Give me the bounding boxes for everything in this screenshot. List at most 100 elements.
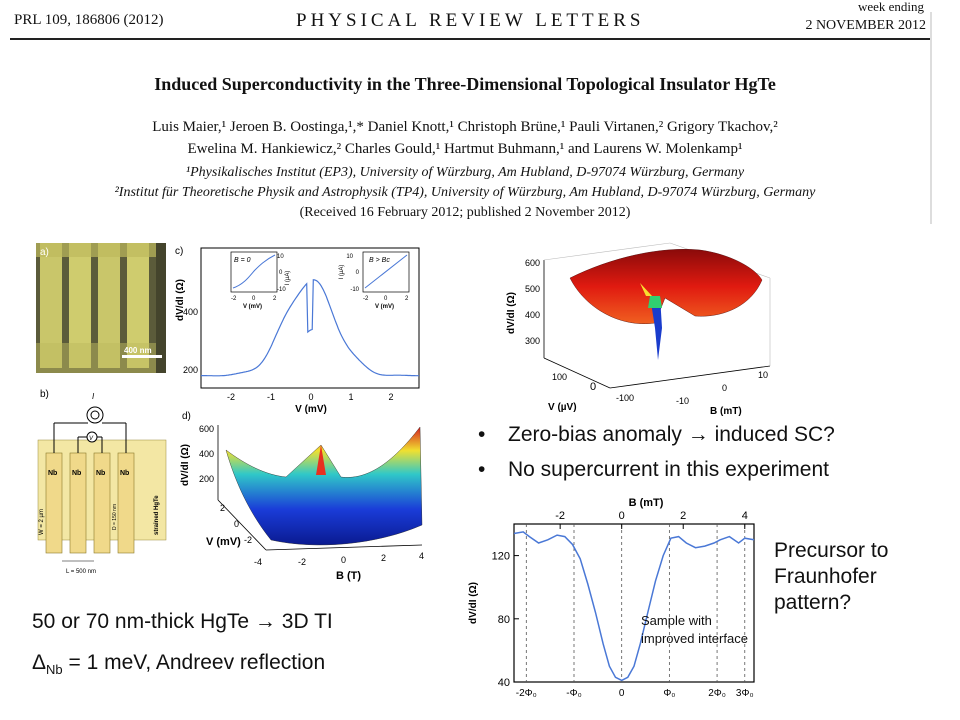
inset-right-ylabel: I (µA) [339,265,345,280]
low-field-surface-shape [569,249,763,324]
inset-right-xlabel: V (mV) [375,304,394,310]
panel-label-c: c) [175,246,183,257]
y-tick-label: 80 [498,614,510,626]
fig-c-xtick-0: 0 [308,392,313,402]
low-field-blabel: B (mT) [710,406,742,417]
low-field-vtick-100: 100 [552,372,567,382]
low-field-vlabel: V (µV) [548,402,577,413]
chart-ylabel: dV/dI (Ω) [468,582,479,624]
fig-d-vtick-m4: -4 [254,557,262,567]
low-field-surface: dV/dI (Ω) 600 500 400 300 100 0 -100 V (… [506,242,771,417]
gap-note: ΔNb = 1 meV, Andreev reflection [32,651,325,677]
authors-line-2: Ewelina M. Hankiewicz,² Charles Gould,¹ … [187,141,743,157]
low-field-btick-0: 0 [722,383,727,393]
fig-d-btick-0: 0 [341,555,346,565]
panel-label-a: a) [40,247,49,258]
inset-left-ylabel: I (µA) [285,271,291,286]
low-field-ztick-500: 500 [525,284,540,294]
inset-right-ytick-mid: 0 [356,270,360,276]
gap-subscript: Nb [46,662,63,678]
bottom-tick-label: 3Φ₀ [736,688,754,699]
nb-contact-2: Nb [72,470,81,477]
fig-c-xtick-1: 1 [348,392,353,402]
fig-d-surface-shape [225,426,423,546]
inset-left-curve [232,254,276,289]
sample-note: Sample with improved interface [641,613,748,646]
authors-line-1: Luis Maier,¹ Jeroen B. Oostinga,¹,* Dani… [152,119,778,135]
fig-c-plot: c) dV/dI (Ω) 200 400 -2 -1 0 1 2 V (mV) … [175,246,420,415]
journal-reference: PRL 109, 186806 (2012) [14,12,164,28]
fig-c-curve [201,279,419,377]
panel-label-d: d) [182,411,191,422]
low-field-ztick-400: 400 [525,310,540,320]
low-field-zlabel: dV/dI (Ω) [506,292,517,334]
bullet-zero-bias-text: Zero-bias anomaly → induced SC? [508,423,835,446]
bottom-tick-label: Φ₀ [663,688,675,699]
gap-symbol: Δ [32,651,47,674]
journal-name: PHYSICAL REVIEW LETTERS [296,10,645,31]
y-tick-label: 120 [492,551,510,563]
fig-d-vtick-2: 2 [220,503,225,513]
inset-left-ytick-mid: 0 [279,270,283,276]
inset-left-ytick-bot: -10 [277,287,286,293]
gap-text: = 1 meV, Andreev reflection [62,651,326,674]
length-label: L = 500 nm [66,569,96,575]
current-source-label: I [92,392,95,401]
spacing-label: D = 150 nm [112,504,118,530]
nb-contact-1: Nb [48,470,57,477]
fig-d-btick-2: 2 [381,553,386,563]
fig-d-peak [316,445,326,475]
voltmeter-label: V [89,436,94,442]
affiliation-2: ²Institut für Theoretische Physik and As… [114,185,816,200]
fig-d-ztick-600: 600 [199,424,214,434]
low-field-vtick-m100: -100 [616,393,634,403]
bottom-tick-label: 2Φ₀ [708,688,726,699]
low-field-btick-m10: -10 [676,396,689,406]
panel-label-b: b) [40,389,49,400]
low-field-ztick-600: 600 [525,258,540,268]
fig-d-vtick-m2: -2 [244,535,252,545]
bottom-tick-label: -Φ₀ [566,688,581,699]
sem-image: a) 400 nm [36,243,166,373]
chart-series-line [513,531,755,682]
fig-c-ytick-400: 400 [183,307,198,317]
inset-left-xtick-2: 0 [252,296,256,302]
bottom-tick-label: 0 [619,688,625,699]
inset-left-label: B = 0 [234,257,251,264]
bullet-no-supercurrent-text: No supercurrent in this experiment [508,458,829,481]
bullet-no-supercurrent: • No supercurrent in this experiment [478,458,829,481]
top-tick-label: 0 [619,510,625,522]
inset-right-xtick-3: 2 [405,296,409,302]
fig-d-ztick-200: 200 [199,474,214,484]
fig-c-xlabel: V (mV) [295,404,327,415]
top-tick-label: -2 [555,510,565,522]
inset-left-xtick-1: -2 [231,296,237,302]
material-label: strained HgTe [154,495,160,535]
fig-d-ztick-400: 400 [199,449,214,459]
fig-d-btick-m2: -2 [298,557,306,567]
inset-right-curve [364,254,408,289]
inset-right-ytick-bot: -10 [350,287,359,293]
fig-d-btick-4: 4 [419,551,424,561]
inset-left-xlabel: V (mV) [243,304,262,310]
fig-c-xtick-2: 2 [388,392,393,402]
chart-xlabel: B (mT) [629,497,664,509]
top-tick-label: 2 [680,510,686,522]
low-field-ztick-300: 300 [525,336,540,346]
received-date: (Received 16 February 2012; published 2 … [299,205,631,220]
top-tick-label: 4 [742,510,748,522]
y-tick-label: 40 [498,677,510,689]
paper-edge [930,12,932,224]
inset-right-ytick-top: 10 [346,254,353,260]
fig-d-vtick-0: 0 [234,519,239,529]
low-field-vtick-0: 0 [590,381,596,393]
inset-right-xtick-2: 0 [384,296,388,302]
header-rule [10,38,930,40]
width-label: W = 2 µm [39,509,45,535]
nb-contact-4: Nb [120,470,129,477]
fig-d-blabel: B (T) [336,570,361,582]
affiliation-1: ¹Physikalisches Institut (EP3), Universi… [185,165,745,180]
week-ending-date: 2 NOVEMBER 2012 [805,18,926,33]
fig-d-vlabel: V (mV) [206,536,241,548]
precursor-note: Precursor to Fraunhofer pattern? [774,539,889,614]
